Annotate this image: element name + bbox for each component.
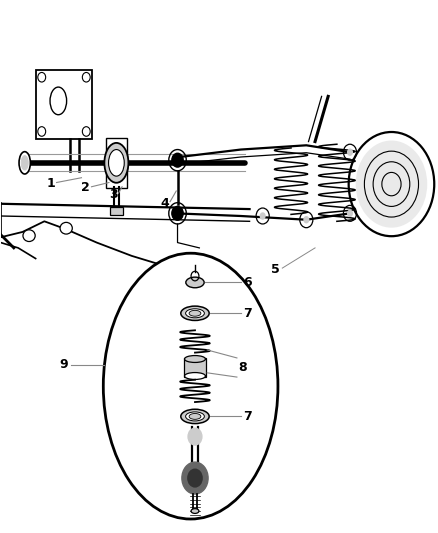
Text: 8: 8 [239,361,247,374]
Text: 7: 7 [243,410,252,423]
Ellipse shape [21,156,28,170]
Ellipse shape [186,309,205,318]
Ellipse shape [186,412,205,421]
Ellipse shape [189,414,201,419]
Text: 5: 5 [272,263,280,276]
Circle shape [356,141,427,228]
Ellipse shape [109,150,124,176]
Circle shape [172,154,183,167]
Text: 9: 9 [60,358,68,372]
Ellipse shape [60,222,72,234]
Circle shape [188,428,202,445]
Ellipse shape [181,409,209,424]
Ellipse shape [189,310,201,316]
Ellipse shape [186,277,204,288]
Ellipse shape [50,87,67,115]
Text: 7: 7 [243,307,252,320]
Circle shape [182,462,208,494]
Text: 6: 6 [243,276,252,289]
FancyBboxPatch shape [106,138,127,188]
Text: 2: 2 [81,181,90,195]
Circle shape [172,206,183,220]
Ellipse shape [103,253,278,519]
FancyBboxPatch shape [184,359,206,376]
Circle shape [187,469,203,488]
Text: 4: 4 [160,197,169,211]
FancyBboxPatch shape [35,70,92,139]
Ellipse shape [23,230,35,241]
Circle shape [347,149,353,156]
Text: 3: 3 [109,188,118,201]
Circle shape [260,212,266,220]
Ellipse shape [184,356,205,362]
Ellipse shape [181,306,209,320]
Ellipse shape [191,508,199,513]
Ellipse shape [184,373,205,379]
FancyBboxPatch shape [110,207,123,215]
Circle shape [303,216,309,223]
Text: 1: 1 [46,176,55,190]
Circle shape [347,209,353,217]
Ellipse shape [104,143,128,183]
Ellipse shape [19,152,30,174]
